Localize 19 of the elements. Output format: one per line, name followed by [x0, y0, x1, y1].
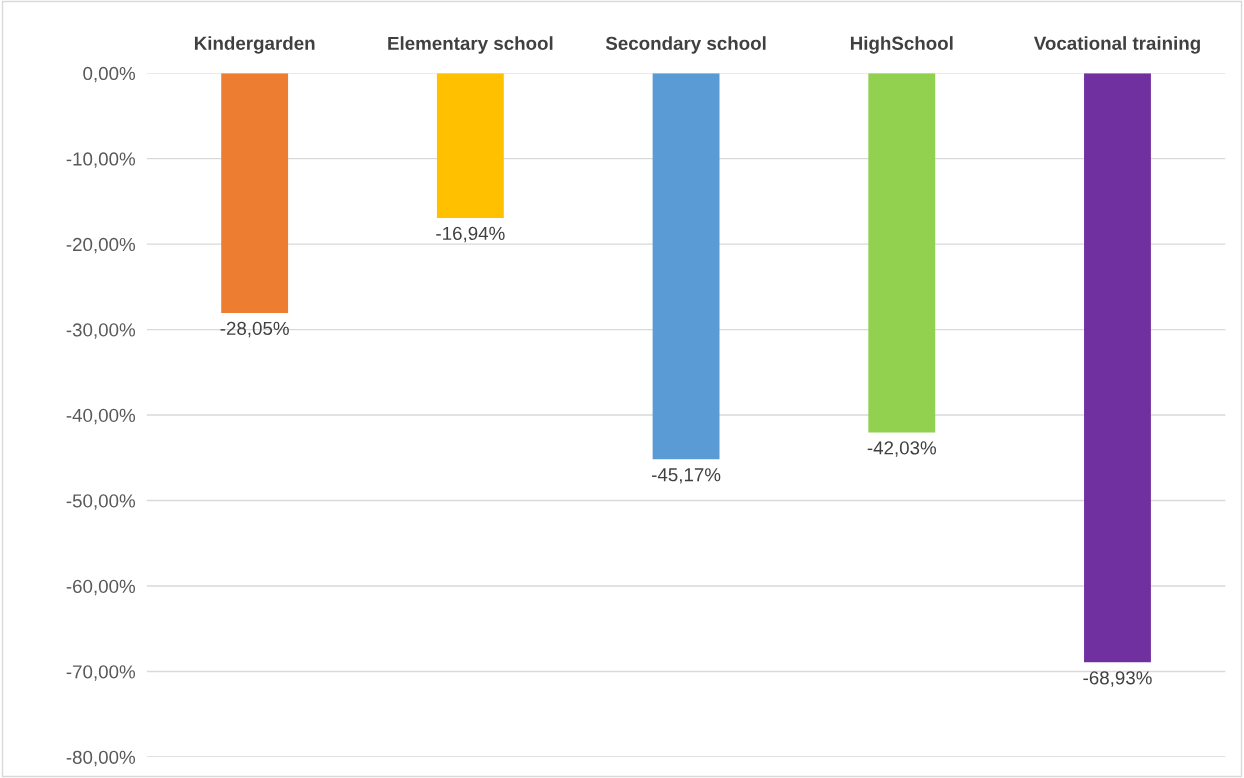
y-tick-label: -70,00% — [66, 665, 136, 681]
data-label: -16,94% — [436, 226, 505, 243]
data-label: -68,93% — [1083, 671, 1152, 687]
x-tick-label: HighSchool — [850, 36, 953, 54]
y-tick-label: -50,00% — [66, 494, 136, 510]
y-tick-label: -20,00% — [66, 237, 136, 254]
y-tick-label: -40,00% — [66, 408, 136, 425]
y-tick-label: -10,00% — [66, 152, 136, 168]
y-tick-label: 0,00% — [83, 66, 136, 83]
x-tick-label: Elementary school — [388, 36, 553, 54]
x-tick-label: Kindergarden — [194, 36, 315, 54]
data-label: -28,05% — [220, 321, 289, 338]
data-label: -42,03% — [867, 441, 937, 457]
data-label: -45,17% — [651, 468, 721, 484]
x-tick-label: Vocational training — [1033, 36, 1200, 54]
x-tick-label: Secondary school — [605, 36, 766, 54]
y-tick-label: -30,00% — [66, 323, 136, 339]
y-tick-label: -60,00% — [66, 579, 136, 596]
y-tick-label: -80,00% — [66, 750, 136, 767]
